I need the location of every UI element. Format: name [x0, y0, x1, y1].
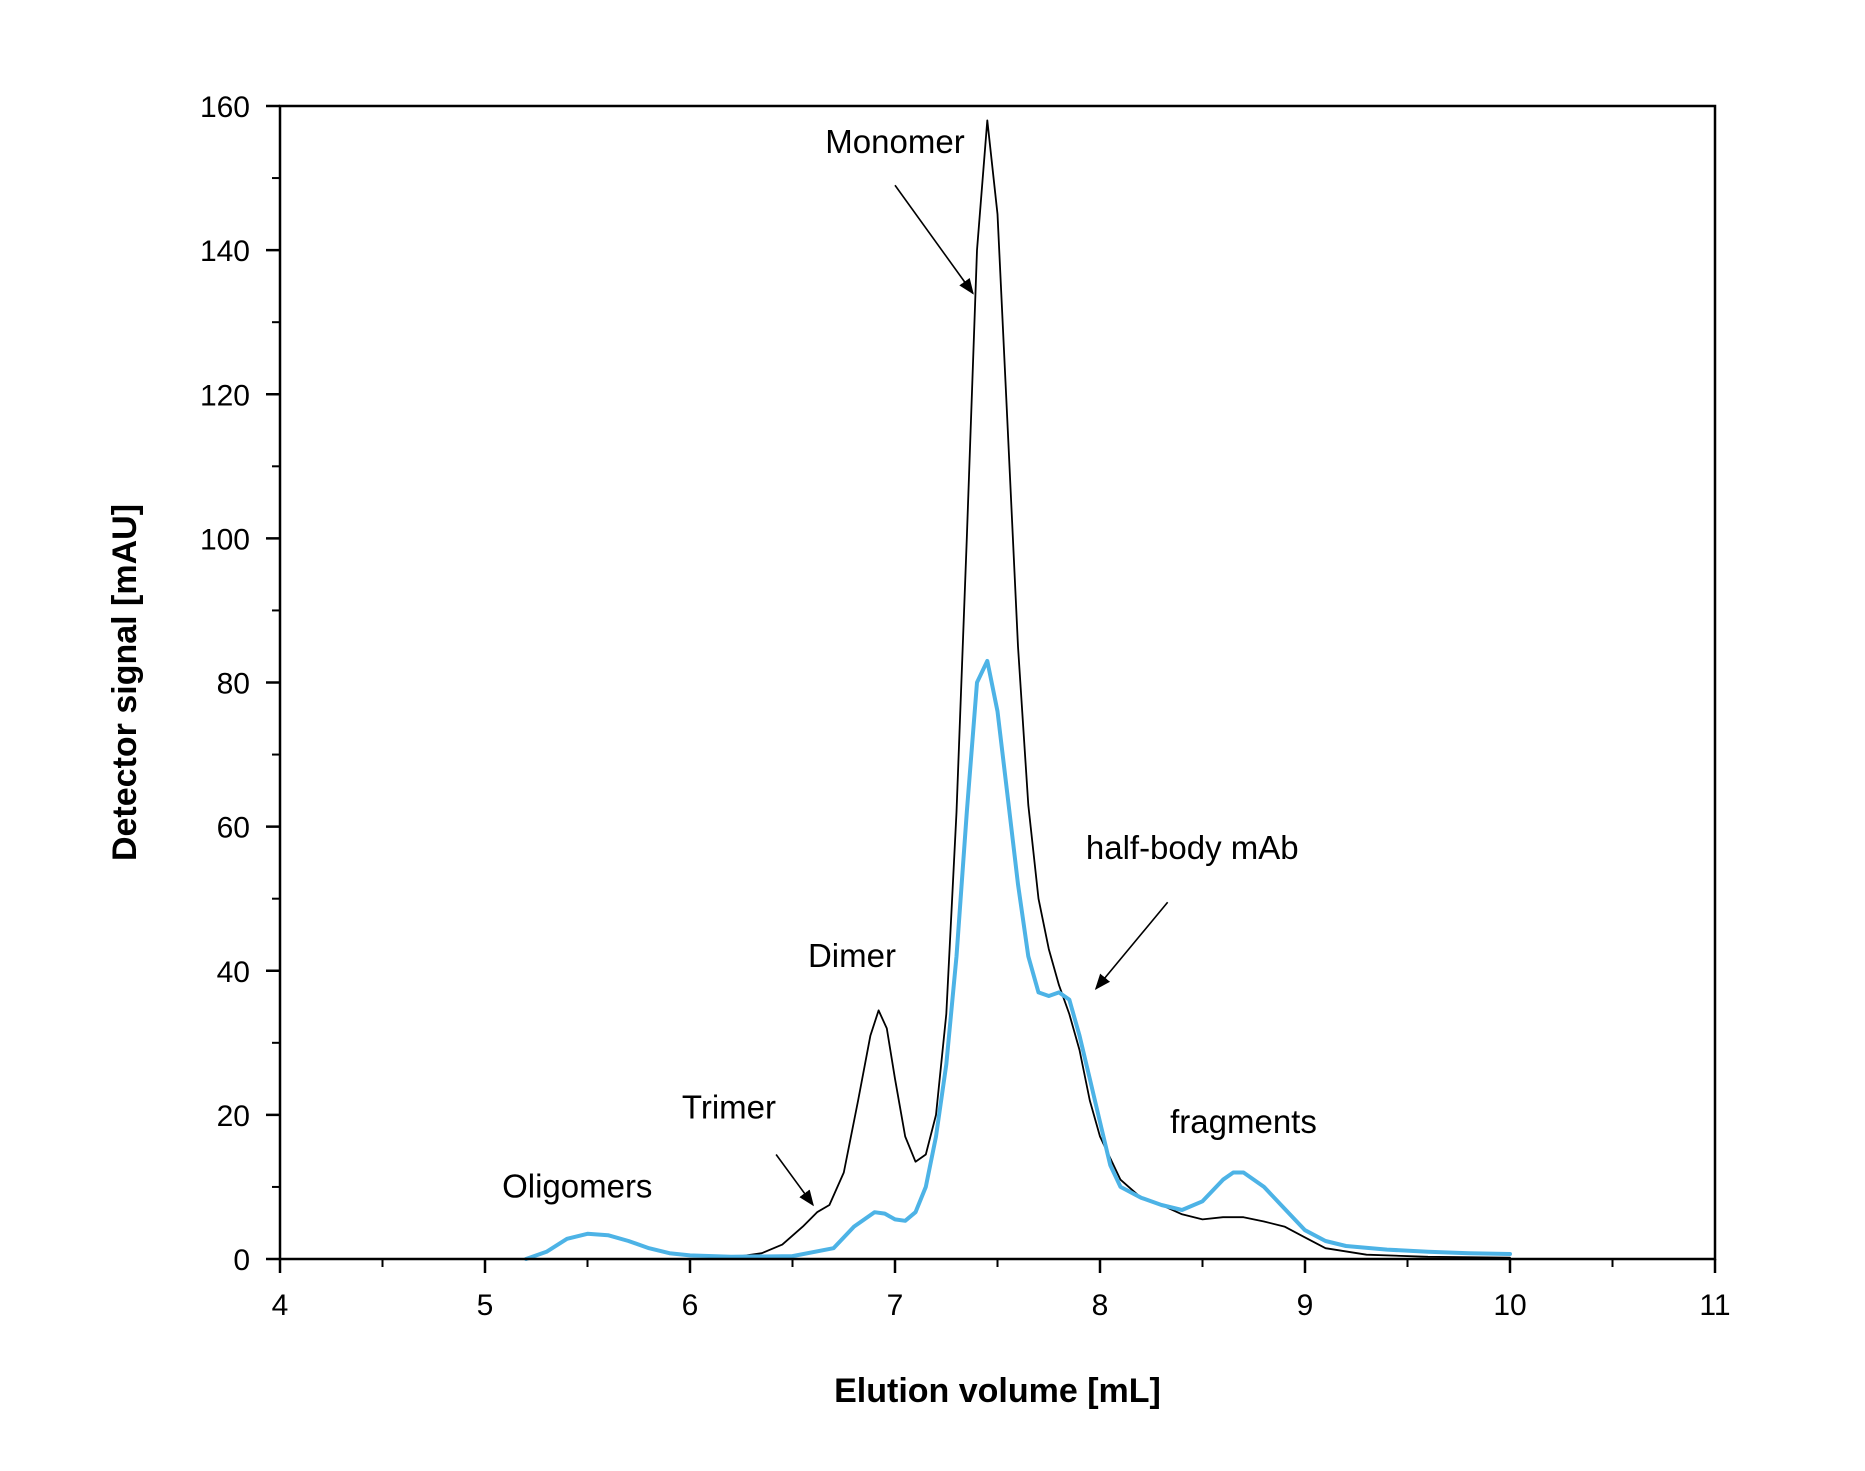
y-tick-label: 40 [217, 956, 250, 989]
annotation-arrow [775, 1154, 814, 1207]
x-tick-label: 7 [887, 1289, 904, 1322]
annotation-arrow [894, 184, 974, 295]
annotation-label: Monomer [825, 123, 964, 160]
y-tick-label: 20 [217, 1100, 250, 1133]
y-tick-label: 100 [200, 523, 250, 556]
annotation-label: Oligomers [502, 1168, 652, 1205]
plot-frame [278, 104, 1717, 1261]
series-line-1 [730, 119, 1511, 1259]
annotation-label: half-body mAb [1086, 829, 1299, 866]
x-tick-label: 4 [272, 1289, 289, 1322]
y-tick-label: 160 [200, 91, 250, 124]
annotation-label: Trimer [682, 1088, 776, 1125]
series-line-2 [524, 658, 1512, 1261]
y-tick-label: 0 [233, 1244, 250, 1277]
x-tick-label: 5 [477, 1289, 494, 1322]
series-layer [524, 119, 1512, 1261]
annotation-label: Dimer [808, 937, 896, 974]
x-tick-label: 6 [682, 1289, 699, 1322]
y-tick-label: 80 [217, 668, 250, 701]
y-tick-label: 60 [217, 812, 250, 845]
annotation-arrow [1094, 901, 1169, 990]
y-tick-label: 140 [200, 235, 250, 268]
x-tick-label: 8 [1092, 1289, 1109, 1322]
y-tick-label: 120 [200, 379, 250, 412]
x-tick-label: 10 [1493, 1289, 1526, 1322]
x-tick-label: 11 [1699, 1289, 1730, 1322]
axis-layer: 4 5 6 7 8 9 10 11 0 20 40 60 80 100 120 140 160 [200, 91, 1731, 1322]
y-axis-title: Detector signal [mAU] [106, 504, 144, 861]
annotation-layer: Monomer half-body mAb Dimer Trimer Oligomers… [502, 123, 1317, 1207]
x-tick-label: 9 [1297, 1289, 1314, 1322]
annotation-label: fragments [1170, 1103, 1317, 1140]
x-axis-title: Elution volume [mL] [834, 1372, 1161, 1410]
